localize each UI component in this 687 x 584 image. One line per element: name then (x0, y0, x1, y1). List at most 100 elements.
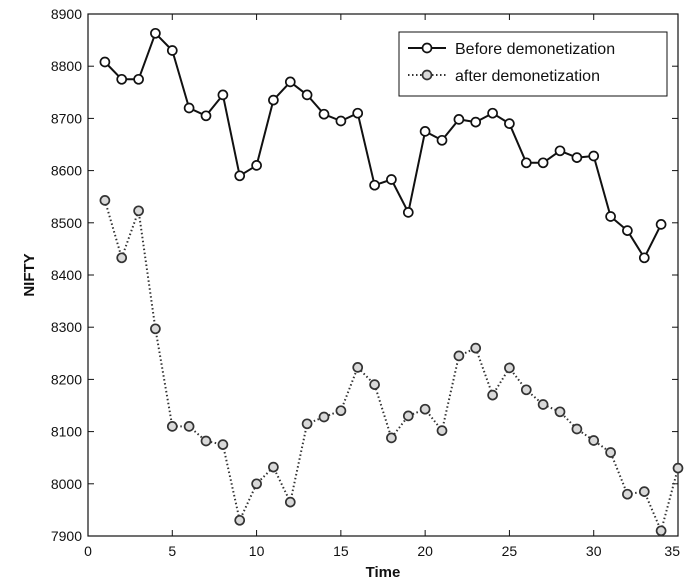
y-tick-label: 8300 (51, 319, 82, 335)
data-point (99, 195, 111, 206)
data-point (554, 406, 566, 418)
data-point (268, 94, 279, 106)
series-line (103, 200, 679, 532)
data-point (183, 421, 195, 432)
data-point (301, 89, 313, 101)
data-point (470, 116, 482, 128)
data-point (116, 73, 128, 85)
data-point (251, 160, 262, 171)
y-tick-label: 8100 (51, 424, 82, 440)
data-point (318, 108, 330, 120)
data-point (672, 462, 684, 474)
data-point (470, 342, 482, 354)
data-point (116, 252, 128, 264)
data-point (605, 447, 616, 458)
x-tick-label: 0 (84, 543, 92, 559)
y-tick-label: 8900 (51, 6, 82, 22)
data-point (588, 435, 600, 446)
data-point (352, 107, 364, 119)
data-point (150, 323, 161, 335)
data-point (487, 389, 498, 401)
legend-label-after: after demonetization (455, 68, 600, 85)
x-axis-title: Time (366, 564, 401, 579)
data-point (402, 410, 414, 422)
y-axis-ticks: 7900 8000 8100 8200 8300 8400 8500 8600 8700 8800… (51, 6, 678, 544)
x-tick-label: 25 (502, 543, 518, 559)
y-tick-label: 7900 (51, 528, 82, 544)
data-point (99, 56, 111, 68)
y-tick-label: 8400 (51, 267, 82, 283)
y-tick-label: 8600 (51, 163, 82, 179)
data-point (588, 150, 600, 162)
data-point (453, 114, 465, 125)
series-line (104, 32, 662, 259)
data-point (504, 362, 515, 374)
x-tick-label: 10 (249, 543, 265, 559)
data-point (436, 425, 448, 436)
data-point (217, 89, 229, 101)
data-point (268, 461, 279, 473)
y-tick-label: 8200 (51, 371, 82, 387)
data-point (605, 211, 616, 222)
data-point (638, 252, 650, 264)
data-point (537, 399, 549, 410)
data-point (133, 73, 144, 85)
y-axis-title: NIFTY (21, 253, 38, 296)
data-point (504, 118, 515, 129)
data-point (655, 525, 667, 537)
data-point (150, 27, 161, 39)
series-layer (99, 27, 684, 537)
data-point (335, 115, 347, 127)
legend-marker-after (421, 69, 433, 81)
legend-marker-before (421, 42, 433, 54)
data-point (200, 110, 212, 122)
data-point (284, 76, 296, 88)
data-point (284, 496, 296, 508)
data-point (352, 362, 364, 373)
data-point (386, 432, 397, 444)
data-point (200, 435, 212, 447)
series-after-demonetization (99, 195, 684, 537)
data-point (655, 219, 667, 230)
data-point (133, 205, 144, 217)
y-tick-label: 8800 (51, 58, 82, 74)
x-tick-label: 20 (417, 543, 433, 559)
legend-box (398, 31, 668, 97)
data-point (554, 145, 566, 157)
data-point (234, 170, 246, 182)
y-tick-label: 8000 (51, 476, 82, 492)
data-point (571, 152, 583, 163)
data-point (183, 102, 195, 114)
data-point (622, 225, 633, 236)
data-point (638, 486, 650, 497)
y-tick-label: 8700 (51, 110, 82, 126)
data-point (571, 423, 583, 435)
data-point (453, 350, 465, 362)
x-tick-label: 15 (333, 543, 349, 559)
data-point (234, 514, 246, 526)
x-axis-ticks: 0 5 10 15 20 25 30 35 (84, 14, 680, 559)
data-point (386, 174, 397, 185)
data-point (335, 405, 347, 417)
data-point (166, 421, 178, 432)
y-tick-label: 8500 (51, 215, 82, 231)
data-point (487, 107, 498, 119)
data-point (369, 379, 380, 390)
data-point (318, 411, 330, 423)
x-tick-label: 30 (586, 543, 602, 559)
data-point (217, 439, 229, 450)
data-point (622, 488, 633, 500)
data-point (520, 157, 532, 169)
data-point (436, 134, 448, 146)
x-tick-label: 35 (664, 543, 680, 559)
data-point (251, 478, 262, 490)
data-point (419, 126, 431, 137)
legend-label-before: Before demonetization (455, 41, 615, 58)
data-point (166, 45, 178, 56)
x-tick-label: 5 (168, 543, 176, 559)
legend: Before demonetization after demonetizati… (398, 31, 668, 97)
data-point (520, 384, 532, 396)
data-point (419, 403, 431, 415)
